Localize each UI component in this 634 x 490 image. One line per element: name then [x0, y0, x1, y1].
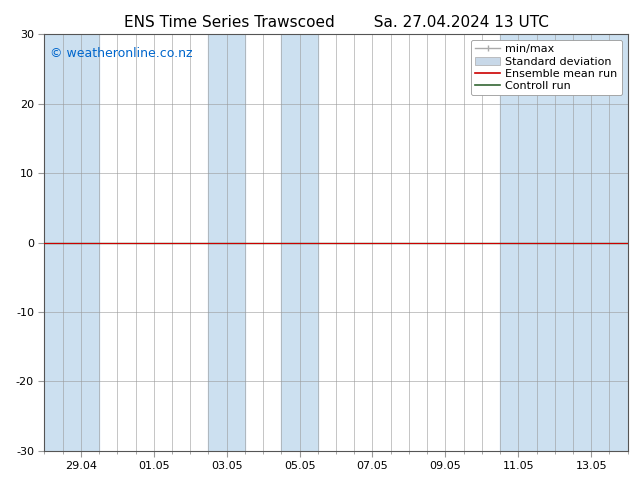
Bar — [209, 34, 245, 451]
Legend: min/max, Standard deviation, Ensemble mean run, Controll run: min/max, Standard deviation, Ensemble me… — [471, 40, 622, 96]
Bar — [500, 34, 628, 451]
Text: © weatheronline.co.nz: © weatheronline.co.nz — [50, 47, 193, 60]
Title: ENS Time Series Trawscoed        Sa. 27.04.2024 13 UTC: ENS Time Series Trawscoed Sa. 27.04.2024… — [124, 15, 548, 30]
Bar — [44, 34, 99, 451]
Bar — [281, 34, 318, 451]
